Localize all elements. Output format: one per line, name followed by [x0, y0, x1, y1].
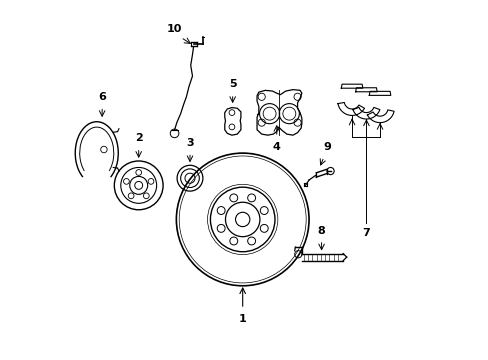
Text: 9: 9 [323, 142, 330, 152]
Text: 10: 10 [166, 24, 182, 34]
Text: 8: 8 [317, 226, 325, 235]
Text: 6: 6 [98, 92, 106, 102]
Text: 2: 2 [135, 133, 142, 143]
Text: 1: 1 [238, 315, 246, 324]
Text: 5: 5 [228, 79, 236, 89]
Text: 4: 4 [272, 141, 280, 152]
Text: 7: 7 [362, 228, 369, 238]
Text: 3: 3 [186, 138, 193, 148]
